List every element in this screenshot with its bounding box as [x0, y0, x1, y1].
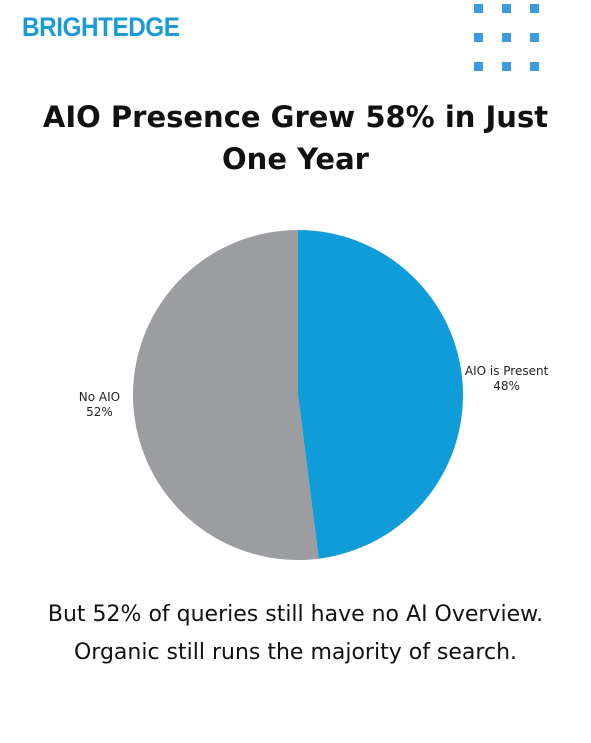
caption: But 52% of queries still have no AI Over…: [47, 602, 544, 665]
value-label: 52%: [86, 405, 113, 419]
pie-slice: [298, 230, 463, 559]
decor-dots: [474, 4, 539, 71]
value-label: 48%: [493, 379, 520, 393]
logo: BRIGHTEDGE: [22, 12, 180, 42]
pie-slice: [132, 230, 319, 560]
slice-label: AIO is Present: [465, 364, 549, 378]
chart-title: AIO Presence Grew 58% in Just One Year: [42, 100, 549, 176]
slice-label: No AIO: [79, 390, 120, 404]
